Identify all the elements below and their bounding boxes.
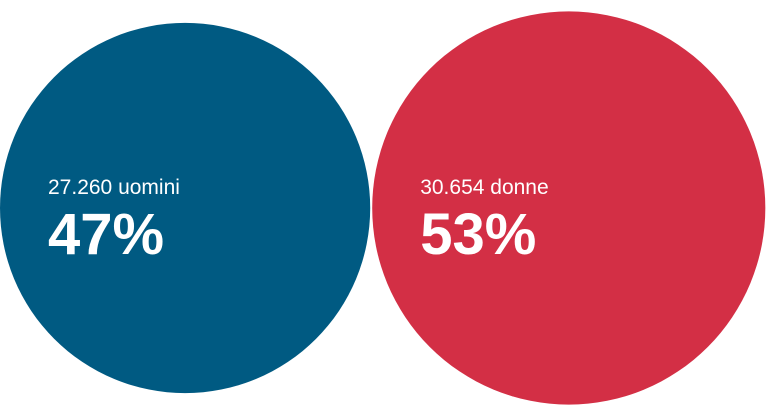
bubble [0, 22, 371, 394]
bubble [372, 11, 766, 405]
value-label: 47% [48, 202, 164, 267]
category-label: 27.260 uomini [48, 176, 180, 199]
category-label: 30.654 donne [420, 176, 548, 199]
value-label: 53% [420, 202, 536, 267]
